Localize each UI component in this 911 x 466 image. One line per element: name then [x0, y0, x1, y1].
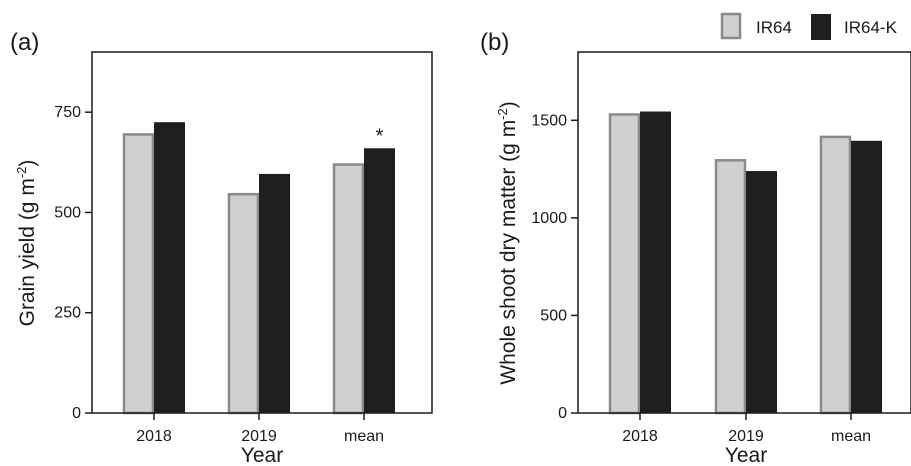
- bar-ir64-2018: [122, 133, 155, 415]
- x-axis: 2018 2019 mean: [622, 413, 871, 445]
- legend-label-ir64-k: IR64-K: [844, 18, 898, 37]
- y-axis-title-close: ): [497, 101, 520, 108]
- bar-ir64-2018: [608, 113, 641, 415]
- x-tick-label: mean: [344, 428, 384, 445]
- bar-ir64-2019: [227, 192, 260, 415]
- x-tick-label: 2018: [622, 428, 658, 445]
- legend-swatch-ir64: [720, 12, 742, 40]
- x-tick-label: 2019: [728, 428, 764, 445]
- legend-label-ir64: IR64: [756, 18, 792, 37]
- y-tick-label: 1000: [531, 210, 567, 227]
- y-tick-label: 0: [558, 405, 567, 422]
- bar-ir64-k-2018: [640, 111, 671, 414]
- y-tick-label: 1500: [531, 112, 567, 129]
- bar-ir64-2019: [714, 159, 747, 415]
- y-axis-title-superscript: -2: [495, 108, 510, 120]
- bar-ir64-k-2019: [259, 173, 290, 413]
- panel-a-grain-yield: (a) Grain yield (g m-2) Year 0250500750 …: [10, 29, 433, 466]
- y-tick-label: 500: [540, 307, 567, 324]
- annotations: *: [376, 125, 384, 147]
- panel-label: (b): [480, 29, 509, 56]
- y-axis-title: Grain yield (g m-2): [14, 160, 39, 327]
- panel-b-shoot-dry-matter: (b) Whole shoot dry matter (g m-2) Year …: [480, 29, 911, 466]
- y-tick-label: 0: [72, 405, 81, 422]
- x-tick-label: mean: [831, 428, 871, 445]
- x-axis-title: Year: [241, 444, 283, 466]
- significance-marker: *: [376, 125, 384, 147]
- bar-ir64-k-2018: [154, 122, 185, 413]
- legend-swatch-ir64-k: [811, 14, 831, 40]
- y-axis-title-main: Whole shoot dry matter (g m: [497, 120, 520, 385]
- x-tick-label: 2019: [241, 428, 277, 445]
- y-axis: 0 250 500 750: [54, 104, 92, 422]
- y-axis-title-main: Grain yield (g m: [16, 178, 39, 326]
- y-axis: 0 500 1000 1500: [531, 112, 578, 422]
- x-tick-label: 2018: [136, 428, 172, 445]
- x-axis: 2018 2019 mean: [136, 413, 384, 445]
- bar-ir64-k-mean: [364, 148, 395, 413]
- bars: [122, 122, 395, 415]
- y-axis-title: Whole shoot dry matter (g m-2): [495, 101, 520, 384]
- y-tick-label: 750: [54, 104, 81, 121]
- bar-ir64-mean: [332, 163, 365, 415]
- legend: IR64 IR64-K: [720, 12, 898, 40]
- y-axis-title-close: ): [16, 160, 39, 167]
- bar-ir64-k-2019: [746, 171, 777, 413]
- bars: [608, 111, 882, 415]
- y-tick-label: 250: [54, 305, 81, 322]
- x-axis-title: Year: [725, 444, 767, 466]
- plot-frame: [577, 51, 911, 414]
- y-axis-title-superscript: -2: [14, 167, 29, 179]
- bar-ir64-k-mean: [851, 140, 882, 413]
- y-tick-label: 500: [54, 204, 81, 221]
- plot-frame: [91, 51, 433, 414]
- panel-label: (a): [10, 29, 39, 56]
- bar-ir64-mean: [819, 135, 852, 415]
